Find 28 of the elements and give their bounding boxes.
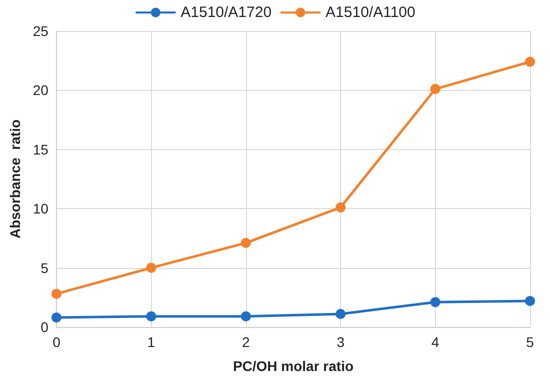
point xyxy=(525,56,535,67)
point xyxy=(240,238,251,248)
point xyxy=(240,311,251,322)
legend-label: A1510/A1100 xyxy=(326,4,416,21)
point xyxy=(336,202,346,212)
x-axis-title: PC/OH molar ratio xyxy=(232,358,354,374)
point xyxy=(146,262,156,273)
point xyxy=(430,297,440,308)
point xyxy=(51,312,62,323)
point xyxy=(146,311,156,322)
x-tick-label: 5 xyxy=(526,334,534,350)
point xyxy=(336,308,346,319)
y-tick-label: 15 xyxy=(32,141,49,158)
x-tick-label: 4 xyxy=(431,334,440,350)
y-tick-label: 10 xyxy=(32,200,49,217)
y-tick-label: 20 xyxy=(32,82,49,98)
legend-label: A1510/A1720 xyxy=(180,4,272,21)
x-tick-label: 3 xyxy=(336,334,345,350)
x-tick-label: 1 xyxy=(147,334,156,350)
x-tick-label: 0 xyxy=(52,334,61,350)
y-tick-label: 0 xyxy=(40,319,49,335)
y-tick-label: 5 xyxy=(40,260,49,276)
point xyxy=(525,296,535,306)
point xyxy=(430,84,440,94)
y-tick-label: 25 xyxy=(32,23,49,39)
x-tick-label: 2 xyxy=(242,334,250,350)
y-axis-title: Absorbance ratio xyxy=(7,119,23,239)
point xyxy=(51,288,62,299)
